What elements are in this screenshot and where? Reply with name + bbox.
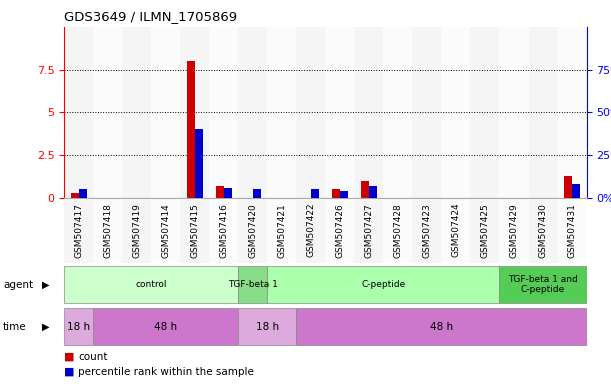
Text: GSM507418: GSM507418 <box>103 203 112 258</box>
Text: GSM507415: GSM507415 <box>190 203 199 258</box>
Bar <box>296 308 587 346</box>
Text: GSM507428: GSM507428 <box>393 203 403 258</box>
Bar <box>224 187 232 198</box>
Text: GSM507429: GSM507429 <box>510 203 519 258</box>
Bar <box>354 200 384 263</box>
Text: ■: ■ <box>64 352 75 362</box>
Bar <box>529 27 558 198</box>
Bar <box>441 27 470 198</box>
Bar <box>122 200 152 263</box>
Bar <box>186 61 195 198</box>
Text: GSM507431: GSM507431 <box>568 203 577 258</box>
Bar <box>500 266 587 303</box>
Text: count: count <box>78 352 108 362</box>
Text: ▶: ▶ <box>42 280 49 290</box>
Bar <box>384 27 412 198</box>
Bar <box>238 27 267 198</box>
Text: GSM507425: GSM507425 <box>480 203 489 258</box>
Text: 18 h: 18 h <box>67 322 90 332</box>
Bar <box>93 308 238 346</box>
Bar <box>152 200 180 263</box>
Text: control: control <box>136 280 167 289</box>
Bar <box>412 27 441 198</box>
Bar <box>529 200 558 263</box>
Text: ■: ■ <box>64 367 75 377</box>
Text: ▶: ▶ <box>42 322 49 332</box>
Bar <box>412 200 441 263</box>
Bar <box>340 191 348 198</box>
Text: percentile rank within the sample: percentile rank within the sample <box>78 367 254 377</box>
Bar <box>470 200 500 263</box>
Text: C-peptide: C-peptide <box>361 280 406 289</box>
Bar <box>572 184 580 198</box>
Bar <box>500 200 529 263</box>
Bar <box>70 193 79 198</box>
Bar <box>441 200 470 263</box>
Bar <box>311 189 319 198</box>
Bar <box>564 175 572 198</box>
Bar <box>180 27 209 198</box>
Text: GSM507414: GSM507414 <box>161 203 170 258</box>
Bar <box>93 27 122 198</box>
Text: TGF-beta 1: TGF-beta 1 <box>228 280 278 289</box>
Bar <box>64 266 238 303</box>
Bar <box>238 308 296 346</box>
Text: GSM507421: GSM507421 <box>277 203 287 258</box>
Text: agent: agent <box>3 280 33 290</box>
Bar <box>325 27 354 198</box>
Bar <box>268 200 296 263</box>
Bar <box>64 200 93 263</box>
Text: 48 h: 48 h <box>154 322 177 332</box>
Bar <box>79 189 87 198</box>
Bar <box>268 266 500 303</box>
Bar <box>296 27 325 198</box>
Text: GSM507426: GSM507426 <box>335 203 345 258</box>
Bar <box>122 27 152 198</box>
Bar <box>180 200 209 263</box>
Bar <box>195 129 203 198</box>
Bar <box>238 200 267 263</box>
Bar <box>152 27 180 198</box>
Bar <box>354 27 384 198</box>
Bar <box>93 200 122 263</box>
Text: time: time <box>3 322 27 332</box>
Bar <box>238 266 268 303</box>
Text: 18 h: 18 h <box>256 322 279 332</box>
Bar <box>558 27 587 198</box>
Text: 48 h: 48 h <box>430 322 453 332</box>
Text: GSM507417: GSM507417 <box>74 203 83 258</box>
Bar <box>216 186 224 198</box>
Text: GSM507420: GSM507420 <box>248 203 257 258</box>
Text: GSM507430: GSM507430 <box>538 203 547 258</box>
Bar <box>470 27 500 198</box>
Text: GSM507424: GSM507424 <box>452 203 461 258</box>
Bar <box>253 189 261 198</box>
Bar <box>360 181 369 198</box>
Text: GSM507427: GSM507427 <box>364 203 373 258</box>
Bar <box>369 186 377 198</box>
Text: GDS3649 / ILMN_1705869: GDS3649 / ILMN_1705869 <box>64 10 237 23</box>
Bar <box>384 200 412 263</box>
Bar <box>64 27 93 198</box>
Bar <box>558 200 587 263</box>
Bar <box>209 200 238 263</box>
Text: GSM507416: GSM507416 <box>219 203 229 258</box>
Bar <box>332 189 340 198</box>
Text: GSM507422: GSM507422 <box>306 203 315 258</box>
Bar <box>500 27 529 198</box>
Text: GSM507423: GSM507423 <box>422 203 431 258</box>
Text: GSM507419: GSM507419 <box>132 203 141 258</box>
Bar <box>268 27 296 198</box>
Bar <box>209 27 238 198</box>
Bar <box>64 308 93 346</box>
Bar <box>296 200 325 263</box>
Text: TGF-beta 1 and
C-peptide: TGF-beta 1 and C-peptide <box>508 275 578 295</box>
Bar <box>325 200 354 263</box>
